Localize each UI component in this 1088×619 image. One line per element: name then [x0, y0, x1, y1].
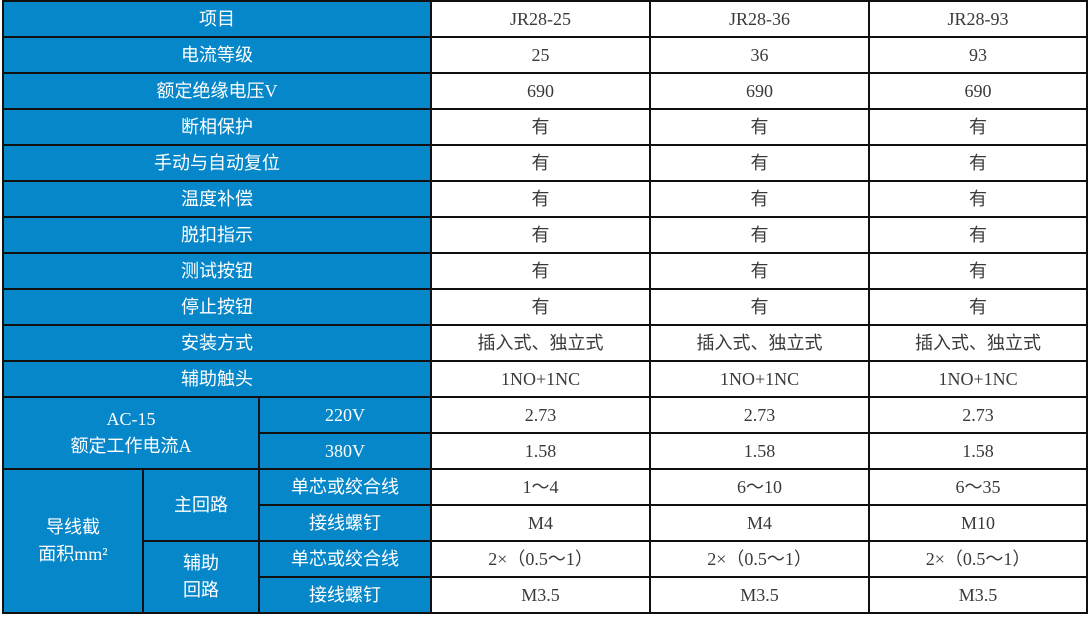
table-row: 额定绝缘电压V 690 690 690: [1, 72, 1088, 110]
row-label-cell: 停止按钮: [1, 288, 433, 326]
table-row: 接线螺钉 M4 M4 M10: [3, 504, 1088, 542]
value-cell: 有: [868, 252, 1088, 290]
table-row: 断相保护 有 有 有: [1, 108, 1088, 146]
value-cell: 690: [430, 72, 652, 110]
value-cell: 6～10: [649, 468, 871, 506]
value-cell: 36: [649, 36, 871, 74]
value-cell: 有: [868, 288, 1088, 326]
value-cell: 插入式、独立式: [649, 324, 871, 362]
value-cell: 有: [868, 216, 1088, 254]
wire-type-label-cell: 单芯或绞合线: [257, 468, 433, 506]
value-cell: 有: [868, 108, 1088, 146]
wire-section-label-cell: 导线截 面积mm²: [2, 468, 144, 614]
value-cell: 有: [649, 216, 871, 254]
circuit-label-cell: 辅助 回路: [142, 540, 260, 614]
value-cell: 6～35: [868, 468, 1088, 506]
table-row: 380V 1.58 1.58 1.58: [3, 432, 1088, 470]
value-cell: 93: [868, 36, 1088, 74]
table-row: 脱扣指示 有 有 有: [1, 216, 1088, 254]
row-label-cell: 断相保护: [1, 108, 433, 146]
voltage-label-cell: 220V: [257, 396, 433, 434]
value-cell: 有: [430, 108, 652, 146]
value-cell: 有: [430, 288, 652, 326]
value-cell: 2.73: [649, 396, 871, 434]
value-cell: 1.58: [649, 432, 871, 470]
circuit-label-cell: 主回路: [142, 468, 260, 542]
value-cell: 1NO+1NC: [649, 360, 871, 398]
header-item-label: 项目: [1, 0, 433, 38]
table-row: 停止按钮 有 有 有: [1, 288, 1088, 326]
value-cell: 2×（0.5～1）: [649, 540, 871, 578]
wire-type-label-cell: 单芯或绞合线: [257, 540, 433, 578]
table-row: 辅助 回路 单芯或绞合线 2×（0.5～1） 2×（0.5～1） 2×（0.5～…: [3, 540, 1088, 614]
value-cell: 1～4: [430, 468, 652, 506]
table-row: 接线螺钉 M3.5 M3.5 M3.5: [3, 576, 1088, 614]
value-cell: 插入式、独立式: [430, 324, 652, 362]
ac15-label-cell: AC-15 额定工作电流A: [2, 396, 260, 470]
value-cell: M3.5: [868, 576, 1088, 614]
row-label-cell: 手动与自动复位: [1, 144, 433, 182]
value-cell: 1.58: [868, 432, 1088, 470]
value-cell: 有: [649, 252, 871, 290]
value-cell: 1NO+1NC: [868, 360, 1088, 398]
table-row: 手动与自动复位 有 有 有: [1, 144, 1088, 182]
value-cell: M3.5: [649, 576, 871, 614]
value-cell: 2.73: [430, 396, 652, 434]
row-label-cell: 温度补偿: [1, 180, 433, 218]
value-cell: 有: [649, 180, 871, 218]
model-header-cell: JR28-36: [649, 0, 871, 38]
table-row: 辅助触头 1NO+1NC 1NO+1NC 1NO+1NC: [1, 360, 1088, 398]
value-cell: 有: [430, 144, 652, 182]
value-cell: 2.73: [868, 396, 1088, 434]
value-cell: M4: [649, 504, 871, 542]
value-cell: 1.58: [430, 432, 652, 470]
value-cell: M4: [430, 504, 652, 542]
model-header-cell: JR28-25: [430, 0, 652, 38]
value-cell: 插入式、独立式: [868, 324, 1088, 362]
wire-type-label-cell: 接线螺钉: [257, 504, 433, 542]
value-cell: 有: [868, 144, 1088, 182]
table-row: AC-15 额定工作电流A 220V 2.73 2.73 2.73: [2, 396, 1088, 470]
value-cell: 有: [649, 108, 871, 146]
value-cell: M10: [868, 504, 1088, 542]
table-row: 测试按钮 有 有 有: [1, 252, 1088, 290]
value-cell: 有: [649, 288, 871, 326]
value-cell: 有: [649, 144, 871, 182]
table-row: 温度补偿 有 有 有: [1, 180, 1088, 218]
table-row: 电流等级 25 36 93: [1, 36, 1088, 74]
row-label-cell: 脱扣指示: [1, 216, 433, 254]
value-cell: 有: [430, 216, 652, 254]
value-cell: M3.5: [430, 576, 652, 614]
wire-type-label-cell: 接线螺钉: [257, 576, 433, 614]
value-cell: 25: [430, 36, 652, 74]
row-label-cell: 电流等级: [1, 36, 433, 74]
value-cell: 2×（0.5～1）: [430, 540, 652, 578]
value-cell: 1NO+1NC: [430, 360, 652, 398]
header-row: 项目 JR28-25 JR28-36 JR28-93: [1, 0, 1088, 38]
value-cell: 有: [430, 252, 652, 290]
row-label-cell: 额定绝缘电压V: [1, 72, 433, 110]
row-label-cell: 测试按钮: [1, 252, 433, 290]
voltage-label-cell: 380V: [257, 432, 433, 470]
row-label-cell: 安装方式: [1, 324, 433, 362]
table-row: 安装方式 插入式、独立式 插入式、独立式 插入式、独立式: [1, 324, 1088, 362]
row-label-cell: 辅助触头: [1, 360, 433, 398]
value-cell: 2×（0.5～1）: [868, 540, 1088, 578]
value-cell: 690: [649, 72, 871, 110]
value-cell: 有: [868, 180, 1088, 218]
value-cell: 有: [430, 180, 652, 218]
value-cell: 690: [868, 72, 1088, 110]
table-row: 导线截 面积mm² 主回路 单芯或绞合线 1～4 6～10 6～35: [2, 468, 1088, 614]
model-header-cell: JR28-93: [868, 0, 1088, 38]
